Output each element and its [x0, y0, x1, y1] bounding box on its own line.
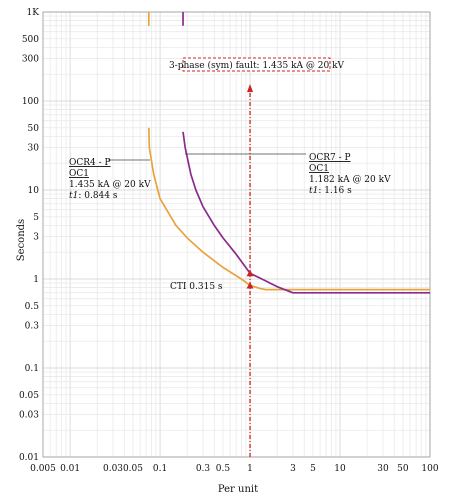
y-tick-label: 0.3	[25, 322, 40, 332]
series-line-2	[182, 131, 430, 294]
y-tick-label: 0.03	[19, 411, 39, 421]
fault-label: 3-phase (sym) fault: 1.435 kA @ 20 kV	[169, 60, 345, 71]
ocr4-current: 1.435 kA @ 20 kV	[69, 180, 151, 190]
y-tick-label: 10	[28, 186, 40, 196]
y-tick-label: 1	[33, 275, 39, 285]
x-tick-label: 50	[397, 464, 409, 474]
y-tick-label: 0.1	[25, 364, 39, 374]
x-tick-label: 0.005	[30, 464, 56, 474]
y-tick-label: 1K	[27, 8, 40, 18]
series-line-1	[147, 127, 430, 291]
x-tick-label: 0.01	[60, 464, 80, 474]
ocr4-name: OCR4 - P	[69, 158, 111, 168]
x-tick-label: 0.5	[216, 464, 231, 474]
x-tick-labels: 0.005 0.01 0.03 0.05 0.1 0.3 0.5 1 3 5 10 30 50 100	[30, 464, 439, 474]
x-tick-label: 0.03	[103, 464, 123, 474]
y-tick-label: 300	[22, 55, 39, 65]
fault-marker-2	[246, 269, 254, 277]
fault-marker-1	[246, 282, 254, 289]
y-tick-label: 0.05	[19, 391, 39, 401]
y-tick-labels: 1K 500 300 100 50 30 10 5 3 1 0.5 0.3 0.1 0.05 0.03 0.0…	[19, 8, 39, 463]
y-tick-label: 30	[28, 144, 40, 154]
x-tick-label: 0.3	[196, 464, 211, 474]
plot-frame	[42, 11, 431, 458]
cti-label: CTI 0.315 s	[170, 282, 223, 292]
ocr4-time: t1: 0.844 s	[69, 191, 118, 201]
x-tick-label: 5	[310, 464, 316, 474]
y-axis-title: Seconds	[16, 219, 27, 261]
fault-arrowhead	[247, 84, 254, 92]
ocr7-func: OC1	[309, 164, 329, 174]
fault-layer	[246, 84, 254, 457]
ocr7-annotation: OCR7 - P OC1 1.182 kA @ 20 kV t1: 1.16 s	[185, 153, 391, 196]
ocr4-annotation: OCR4 - P OC1 1.435 kA @ 20 kV t1: 0.844 …	[69, 158, 151, 201]
y-tick-label: 100	[22, 97, 39, 107]
ocr7-name: OCR7 - P	[309, 153, 351, 163]
x-tick-label: 30	[377, 464, 389, 474]
fault-label-box	[182, 57, 331, 72]
y-tick-label: 500	[22, 35, 39, 45]
x-tick-label: 3	[290, 464, 296, 474]
grid	[42, 11, 431, 458]
y-tick-label: 50	[28, 124, 40, 134]
ocr7-current: 1.182 kA @ 20 kV	[309, 175, 391, 185]
series-layer	[147, 12, 430, 294]
y-tick-label: 3	[33, 233, 39, 243]
x-tick-label: 0.1	[153, 464, 167, 474]
ocr7-time: t1: 1.16 s	[309, 186, 352, 196]
y-tick-label: 0.01	[19, 453, 39, 463]
x-tick-label: 1	[247, 464, 253, 474]
y-tick-label: 5	[33, 213, 39, 223]
x-axis-title: Per unit	[218, 484, 258, 495]
ocr4-func: OC1	[69, 169, 89, 179]
x-tick-label: 100	[421, 464, 438, 474]
y-tick-label: 0.5	[25, 302, 40, 312]
x-tick-label: 10	[334, 464, 346, 474]
x-tick-label: 0.05	[123, 464, 143, 474]
